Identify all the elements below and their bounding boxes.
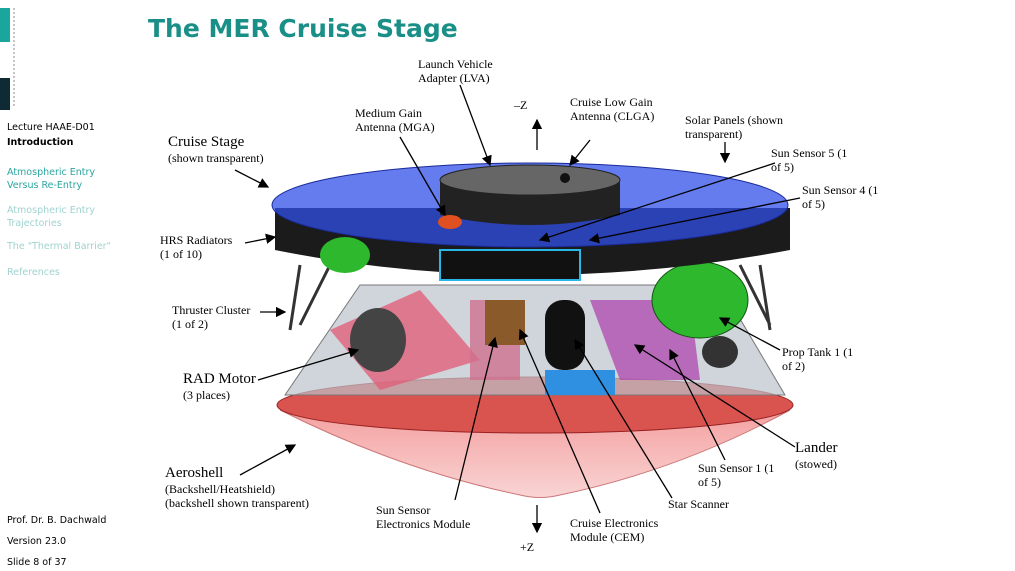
leader-line [518, 328, 601, 514]
callout: Medium Gain Antenna (MGA) [355, 106, 435, 134]
callout-line: RAD Motor [183, 371, 256, 387]
leader-line [459, 84, 492, 167]
callout-line: Medium Gain [355, 106, 422, 120]
callout-line: Sun Sensor 4 (1 [802, 183, 879, 197]
callout-line: Prop Tank 1 (1 [782, 345, 854, 359]
callout: Sun Sensor 5 (1 of 5) [771, 146, 847, 174]
spacecraft [271, 162, 794, 498]
leader-lines [234, 84, 801, 534]
leader-line [239, 444, 297, 476]
heatshield [279, 409, 791, 498]
nav-item[interactable]: Introduction [7, 137, 74, 148]
callout: Aeroshell (Backshell/Heatshield) (backshel… [165, 465, 309, 510]
tank [320, 237, 370, 273]
prop-tank [651, 261, 749, 339]
callout-line: Adapter (LVA) [418, 71, 490, 85]
leader-line [588, 197, 801, 244]
callout-line: Star Scanner [668, 497, 729, 511]
callout: RAD Motor (3 places) [183, 371, 256, 402]
electronics-module [485, 300, 525, 345]
callout-line: Sun Sensor [376, 503, 431, 517]
callout-line: Sun Sensor 1 (1 [698, 461, 775, 475]
footer-line: Slide 8 of 37 [7, 557, 67, 568]
callout: Cruise Electronics Module (CEM) [570, 516, 658, 544]
leader-line [569, 139, 591, 167]
nav-item[interactable]: Atmospheric Entry Trajectories [7, 205, 96, 229]
footer-line: Prof. Dr. B. Dachwald [7, 515, 107, 526]
callout-line: Cruise Electronics [570, 516, 659, 530]
callout-line: (1 of 10) [160, 247, 202, 261]
callout-line: HRS Radiators [160, 233, 233, 247]
slide-title: The MER Cruise Stage [148, 14, 458, 43]
nav-item[interactable]: References [7, 267, 60, 278]
leader-line [399, 136, 446, 217]
lecture-name: Lecture HAAE-D01 [7, 122, 95, 133]
callout-line: (backshell shown transparent) [165, 496, 309, 510]
mga [438, 215, 462, 229]
callout: Sun Sensor Electronics Module [376, 503, 470, 531]
callout: Cruise Stage (shown transparent) [168, 134, 264, 165]
callout-line: of 2) [782, 359, 805, 373]
callout: Star Scanner [668, 497, 729, 511]
callout: +Z [520, 540, 534, 554]
leader-line [454, 336, 498, 501]
rad-motor [350, 308, 406, 372]
callout: Lander (stowed) [795, 440, 837, 471]
callout-line: Aeroshell [165, 465, 224, 481]
callout-line: (3 places) [183, 388, 230, 402]
callout-line: of 5) [771, 160, 794, 174]
callout-line: of 5) [802, 197, 825, 211]
callout-line: Launch Vehicle [418, 57, 493, 71]
truss [288, 264, 772, 331]
leader-line [257, 347, 360, 381]
panel [545, 370, 615, 395]
callout-line: of 5) [698, 475, 721, 489]
callout-line: Solar Panels (shown [685, 113, 783, 127]
callout-line: (Backshell/Heatshield) [165, 482, 275, 496]
callout: Cruise Low Gain Antenna (CLGA) [570, 95, 654, 123]
callout: Sun Sensor 1 (1 of 5) [698, 461, 774, 489]
callout-line: (shown transparent) [168, 151, 264, 165]
callout: Thruster Cluster (1 of 2) [172, 303, 250, 331]
logo-bar [0, 8, 10, 42]
leader-line [538, 162, 776, 243]
nav-item[interactable]: Atmospheric Entry Versus Re-Entry [7, 167, 96, 191]
callout: –Z [514, 98, 527, 112]
callout: Solar Panels (shown transparent) [685, 113, 783, 141]
callout-line: Module (CEM) [570, 530, 645, 544]
tank-part [702, 336, 738, 368]
leader-line [669, 348, 726, 461]
leader-line [234, 169, 270, 188]
callout-line: Sun Sensor 5 (1 [771, 146, 848, 160]
callout-line: Thruster Cluster [172, 303, 251, 317]
nav-item[interactable]: The "Thermal Barrier" [7, 241, 111, 252]
callout-line: (1 of 2) [172, 317, 208, 331]
callout-line: Antenna (CLGA) [570, 109, 655, 123]
leader-line [718, 317, 781, 351]
callout-line: transparent) [685, 127, 743, 141]
star-scanner [545, 300, 585, 370]
callout: Prop Tank 1 (1 of 2) [782, 345, 853, 373]
callout: HRS Radiators (1 of 10) [160, 233, 232, 261]
leader-line [574, 338, 673, 499]
callout: Sun Sensor 4 (1 of 5) [802, 183, 878, 211]
logo-bar [0, 78, 10, 110]
callout-line: Cruise Stage [168, 134, 245, 150]
leader-line [633, 344, 796, 448]
lva-top [439, 164, 621, 196]
radiator [439, 249, 581, 281]
callout-line: +Z [520, 540, 535, 554]
leader-line [244, 233, 277, 244]
callout-line: Lander [795, 440, 838, 456]
callout-line: Antenna (MGA) [355, 120, 435, 134]
callout-line: Electronics Module [376, 517, 471, 531]
callout-line: Cruise Low Gain [570, 95, 653, 109]
footer-line: Version 23.0 [7, 536, 67, 547]
clga [560, 173, 570, 183]
callout: Launch Vehicle Adapter (LVA) [418, 57, 493, 85]
callout-line: (stowed) [795, 457, 837, 471]
callout-line: –Z [514, 98, 528, 112]
